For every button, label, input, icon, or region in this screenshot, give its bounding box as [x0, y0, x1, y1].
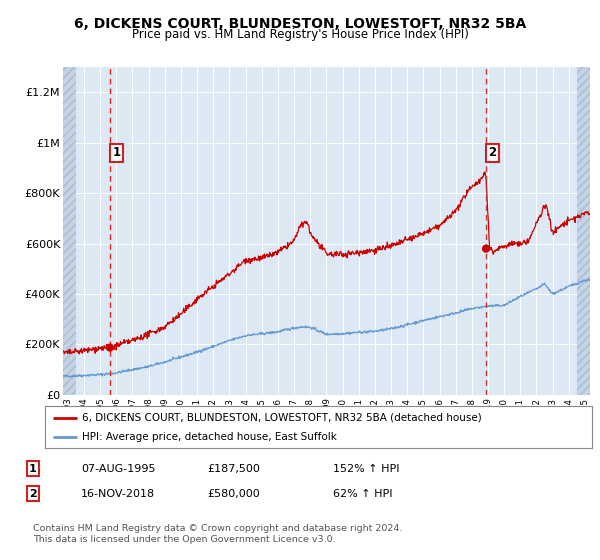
Text: 62% ↑ HPI: 62% ↑ HPI	[333, 489, 392, 499]
Text: £187,500: £187,500	[207, 464, 260, 474]
Point	[105, 343, 115, 352]
Text: Price paid vs. HM Land Registry's House Price Index (HPI): Price paid vs. HM Land Registry's House …	[131, 28, 469, 41]
Text: 1: 1	[29, 464, 37, 474]
Point	[481, 244, 491, 253]
Text: 16-NOV-2018: 16-NOV-2018	[81, 489, 155, 499]
Text: 2: 2	[29, 489, 37, 499]
Text: 1: 1	[112, 146, 121, 160]
Text: 152% ↑ HPI: 152% ↑ HPI	[333, 464, 400, 474]
Text: 2: 2	[488, 146, 497, 160]
Text: Contains HM Land Registry data © Crown copyright and database right 2024.
This d: Contains HM Land Registry data © Crown c…	[33, 524, 403, 544]
Text: 6, DICKENS COURT, BLUNDESTON, LOWESTOFT, NR32 5BA: 6, DICKENS COURT, BLUNDESTON, LOWESTOFT,…	[74, 17, 526, 31]
Text: £580,000: £580,000	[207, 489, 260, 499]
Text: HPI: Average price, detached house, East Suffolk: HPI: Average price, detached house, East…	[82, 432, 337, 442]
Bar	[577, 67, 590, 395]
Text: 07-AUG-1995: 07-AUG-1995	[81, 464, 155, 474]
Bar	[63, 67, 76, 395]
Text: 6, DICKENS COURT, BLUNDESTON, LOWESTOFT, NR32 5BA (detached house): 6, DICKENS COURT, BLUNDESTON, LOWESTOFT,…	[82, 413, 482, 423]
